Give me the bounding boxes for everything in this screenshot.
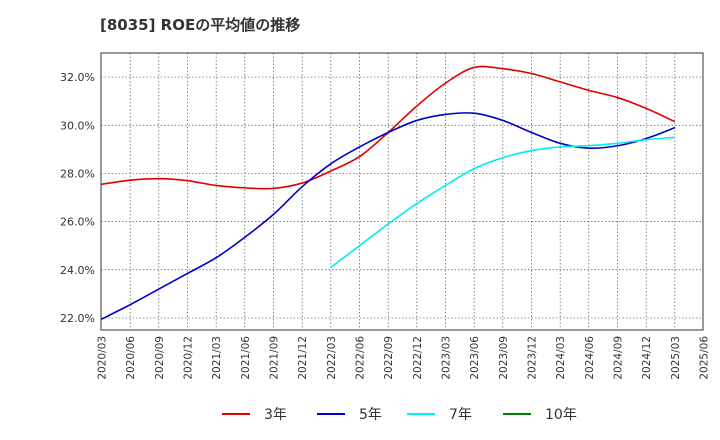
x-tick-label: 2021/03 bbox=[211, 336, 223, 380]
x-tick-label: 2022/12 bbox=[412, 336, 424, 380]
legend-label: 7年 bbox=[449, 407, 472, 423]
x-tick-label: 2025/06 bbox=[699, 336, 711, 380]
x-tick-label: 2022/03 bbox=[326, 336, 338, 380]
x-tick-label: 2022/06 bbox=[355, 336, 367, 380]
legend-label: 10年 bbox=[545, 407, 577, 423]
plot-frame bbox=[100, 52, 704, 331]
x-tick-label: 2020/06 bbox=[125, 336, 137, 380]
x-tick-label: 2023/03 bbox=[441, 336, 453, 380]
x-tick-label: 2020/09 bbox=[154, 336, 166, 380]
y-tick-label: 26.0% bbox=[60, 216, 95, 229]
series-line-5年 bbox=[101, 112, 676, 320]
x-tick-label: 2022/09 bbox=[383, 336, 395, 380]
y-tick-label: 30.0% bbox=[60, 119, 95, 132]
x-tick-label: 2021/06 bbox=[240, 336, 252, 380]
x-tick-label: 2024/06 bbox=[584, 336, 596, 380]
x-tick-label: 2023/06 bbox=[469, 336, 481, 380]
x-tick-label: 2025/03 bbox=[670, 336, 682, 380]
y-tick-label: 28.0% bbox=[60, 167, 95, 180]
chart-title: [8035] ROEの平均値の推移 bbox=[100, 16, 301, 34]
series-layer bbox=[101, 65, 676, 320]
x-tick-label: 2023/12 bbox=[527, 336, 539, 380]
legend-label: 3年 bbox=[264, 407, 287, 423]
x-tick-label: 2021/12 bbox=[297, 336, 309, 380]
y-tick-label: 22.0% bbox=[60, 312, 95, 325]
y-tick-label: 32.0% bbox=[60, 71, 95, 84]
x-tick-label: 2020/03 bbox=[97, 336, 109, 380]
x-tick-label: 2023/09 bbox=[498, 336, 510, 380]
y-tick-label: 24.0% bbox=[60, 264, 95, 277]
series-line-7年 bbox=[330, 136, 675, 269]
x-tick-label: 2021/09 bbox=[269, 336, 281, 380]
legend-label: 5年 bbox=[359, 407, 382, 423]
legend: 3年 5年 7年 10年 bbox=[222, 407, 577, 423]
x-axis-ticks: 2020/03 2020/06 2020/09 2020/12 2021/03 2021/… bbox=[97, 336, 711, 380]
x-tick-label: 2020/12 bbox=[183, 336, 195, 380]
x-tick-label: 2024/03 bbox=[555, 336, 567, 380]
x-tick-label: 2024/09 bbox=[613, 336, 625, 380]
grid-layer bbox=[101, 53, 703, 330]
y-axis-ticks: 22.0% 24.0% 26.0% 28.0% 30.0% 32.0% bbox=[60, 71, 95, 325]
x-tick-label: 2024/12 bbox=[641, 336, 653, 380]
